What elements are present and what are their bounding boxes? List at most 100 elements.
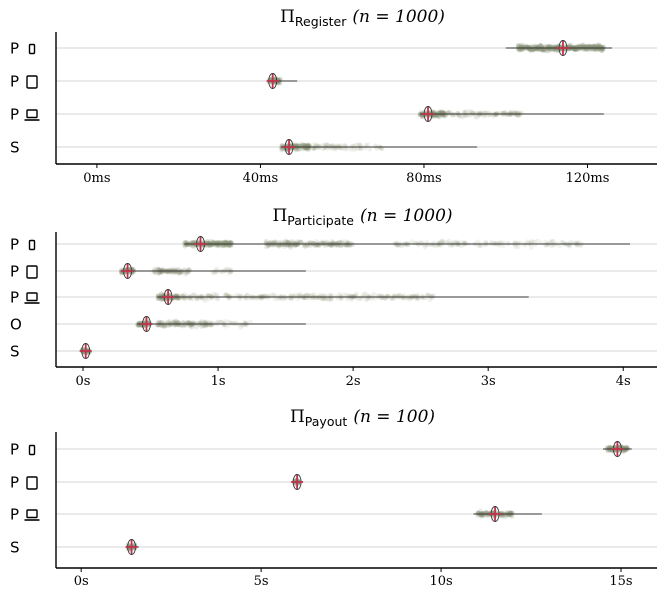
data-point bbox=[591, 43, 596, 49]
data-point bbox=[165, 269, 171, 274]
data-point bbox=[515, 244, 521, 250]
data-point bbox=[574, 45, 580, 50]
data-point bbox=[205, 238, 210, 244]
data-point bbox=[577, 243, 583, 249]
data-point bbox=[203, 319, 209, 325]
data-point bbox=[314, 239, 319, 245]
data-point bbox=[206, 241, 212, 246]
data-point bbox=[516, 43, 521, 48]
data-point bbox=[542, 47, 548, 53]
data-point bbox=[537, 43, 542, 49]
data-point bbox=[292, 292, 298, 298]
data-point bbox=[496, 240, 502, 246]
data-point bbox=[311, 295, 316, 300]
data-point bbox=[567, 45, 573, 50]
data-point bbox=[211, 242, 217, 248]
data-point bbox=[174, 294, 180, 299]
data-point bbox=[341, 292, 347, 298]
data-point bbox=[162, 322, 168, 328]
data-point bbox=[305, 145, 310, 151]
data-point bbox=[418, 241, 424, 246]
data-point bbox=[532, 46, 538, 51]
data-point bbox=[211, 291, 217, 297]
data-point bbox=[338, 296, 344, 302]
data-point bbox=[218, 319, 224, 325]
data-point bbox=[289, 239, 295, 244]
data-point bbox=[222, 240, 228, 246]
data-point bbox=[185, 242, 190, 248]
data-point bbox=[530, 47, 536, 53]
data-point bbox=[477, 243, 483, 249]
data-point bbox=[430, 295, 435, 300]
data-point bbox=[244, 292, 250, 298]
data-point bbox=[187, 242, 193, 248]
data-point bbox=[574, 45, 580, 50]
data-point bbox=[238, 322, 244, 327]
data-point bbox=[586, 43, 591, 49]
data-point bbox=[214, 296, 220, 302]
data-point bbox=[202, 298, 208, 303]
data-point bbox=[214, 292, 219, 298]
x-tick-label: 0ms bbox=[83, 171, 110, 186]
data-point bbox=[307, 143, 313, 149]
data-point bbox=[589, 43, 595, 49]
data-point bbox=[443, 113, 449, 119]
data-point bbox=[171, 319, 177, 325]
data-point bbox=[157, 269, 163, 274]
data-point bbox=[177, 271, 182, 276]
data-point bbox=[193, 324, 199, 330]
data-point bbox=[279, 296, 285, 302]
data-point bbox=[581, 42, 587, 48]
data-point bbox=[475, 114, 480, 120]
data-point bbox=[265, 243, 271, 249]
data-point bbox=[184, 293, 190, 299]
data-point bbox=[182, 296, 187, 302]
data-point bbox=[483, 240, 489, 246]
data-point bbox=[422, 244, 428, 250]
data-point bbox=[263, 238, 269, 244]
data-point bbox=[211, 241, 216, 246]
data-point bbox=[509, 513, 515, 519]
data-point bbox=[297, 239, 303, 245]
data-point bbox=[453, 241, 459, 246]
data-point bbox=[338, 243, 344, 249]
x-tick-label: 15s bbox=[609, 574, 632, 589]
data-point bbox=[238, 325, 244, 330]
data-point bbox=[419, 114, 425, 119]
data-point bbox=[439, 109, 445, 114]
data-point bbox=[543, 239, 549, 245]
data-point bbox=[222, 241, 228, 246]
data-point bbox=[549, 243, 554, 249]
data-point bbox=[209, 321, 215, 326]
title-subscript: Register bbox=[295, 14, 347, 29]
data-point bbox=[229, 240, 234, 246]
x-tick-label: 120ms bbox=[566, 171, 610, 186]
data-point bbox=[424, 292, 430, 298]
y-tick-label: P bbox=[10, 506, 19, 524]
data-point bbox=[365, 296, 371, 302]
x-tick-label: 0s bbox=[74, 574, 89, 589]
data-point bbox=[218, 243, 224, 249]
data-point bbox=[248, 319, 253, 325]
data-point bbox=[167, 319, 173, 324]
data-point bbox=[228, 243, 234, 249]
data-point bbox=[291, 240, 297, 246]
data-point bbox=[294, 142, 300, 148]
data-point bbox=[415, 292, 421, 298]
data-point bbox=[357, 142, 363, 148]
data-point bbox=[571, 46, 577, 51]
data-point bbox=[456, 112, 462, 118]
series-row-4 bbox=[125, 539, 139, 555]
chart-title: ΠPayout (n = 100) bbox=[290, 407, 435, 429]
data-point bbox=[487, 112, 493, 118]
data-point bbox=[518, 240, 523, 246]
data-point bbox=[591, 46, 597, 51]
data-point bbox=[289, 295, 294, 300]
title-symbol: Π bbox=[280, 7, 295, 27]
data-point bbox=[305, 144, 311, 149]
data-point bbox=[155, 266, 161, 272]
data-point bbox=[177, 270, 183, 276]
data-point bbox=[582, 45, 588, 50]
